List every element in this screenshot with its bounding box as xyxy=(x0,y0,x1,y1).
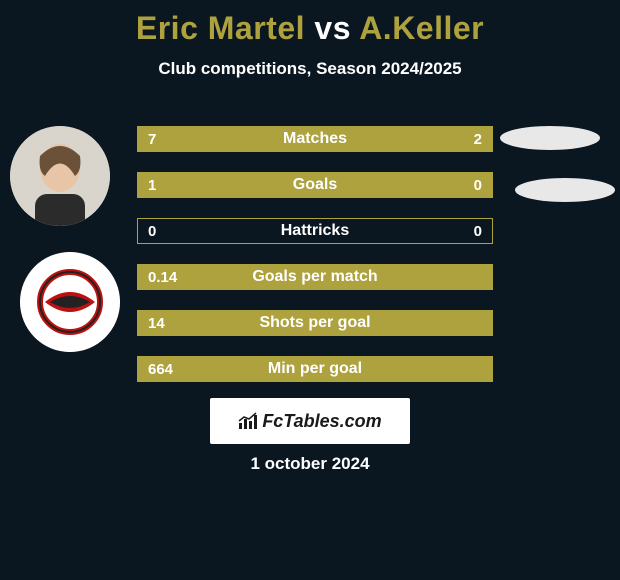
stat-row: 10Goals xyxy=(137,172,493,198)
stat-row: 0.14Goals per match xyxy=(137,264,493,290)
brand-text: FcTables.com xyxy=(262,411,381,432)
stat-row: 664Min per goal xyxy=(137,356,493,382)
stat-bar-left xyxy=(138,265,492,289)
subtitle: Club competitions, Season 2024/2025 xyxy=(0,59,620,79)
stat-bar-left xyxy=(138,357,492,381)
stat-label: Hattricks xyxy=(138,219,492,243)
chart-icon xyxy=(238,411,258,431)
player2-avatar xyxy=(20,252,120,352)
team-logo-icon xyxy=(20,252,120,352)
comparison-title: Eric Martel vs A.Keller xyxy=(0,0,620,47)
stat-row: 0 0Hattricks xyxy=(137,218,493,244)
pill-1 xyxy=(500,126,600,150)
stat-row: 14Shots per goal xyxy=(137,310,493,336)
player1-name: Eric Martel xyxy=(136,10,305,46)
stats-container: 72Matches 10Goals 0 0Hattricks 0.14Goals per… xyxy=(137,126,493,402)
branding-badge: FcTables.com xyxy=(210,398,410,444)
player2-name: A.Keller xyxy=(359,10,484,46)
person-icon xyxy=(10,126,110,226)
pill-2 xyxy=(515,178,615,202)
stat-bar-right xyxy=(400,127,492,151)
player1-avatar xyxy=(10,126,110,226)
stat-value-left: 0 xyxy=(148,219,156,243)
date-text: 1 october 2024 xyxy=(0,454,620,474)
stat-bar-left xyxy=(138,127,400,151)
stat-row: 72Matches xyxy=(137,126,493,152)
stat-bar-left xyxy=(138,173,492,197)
vs-text: vs xyxy=(314,10,351,46)
stat-bar-left xyxy=(138,311,492,335)
stat-value-right: 0 xyxy=(474,219,482,243)
